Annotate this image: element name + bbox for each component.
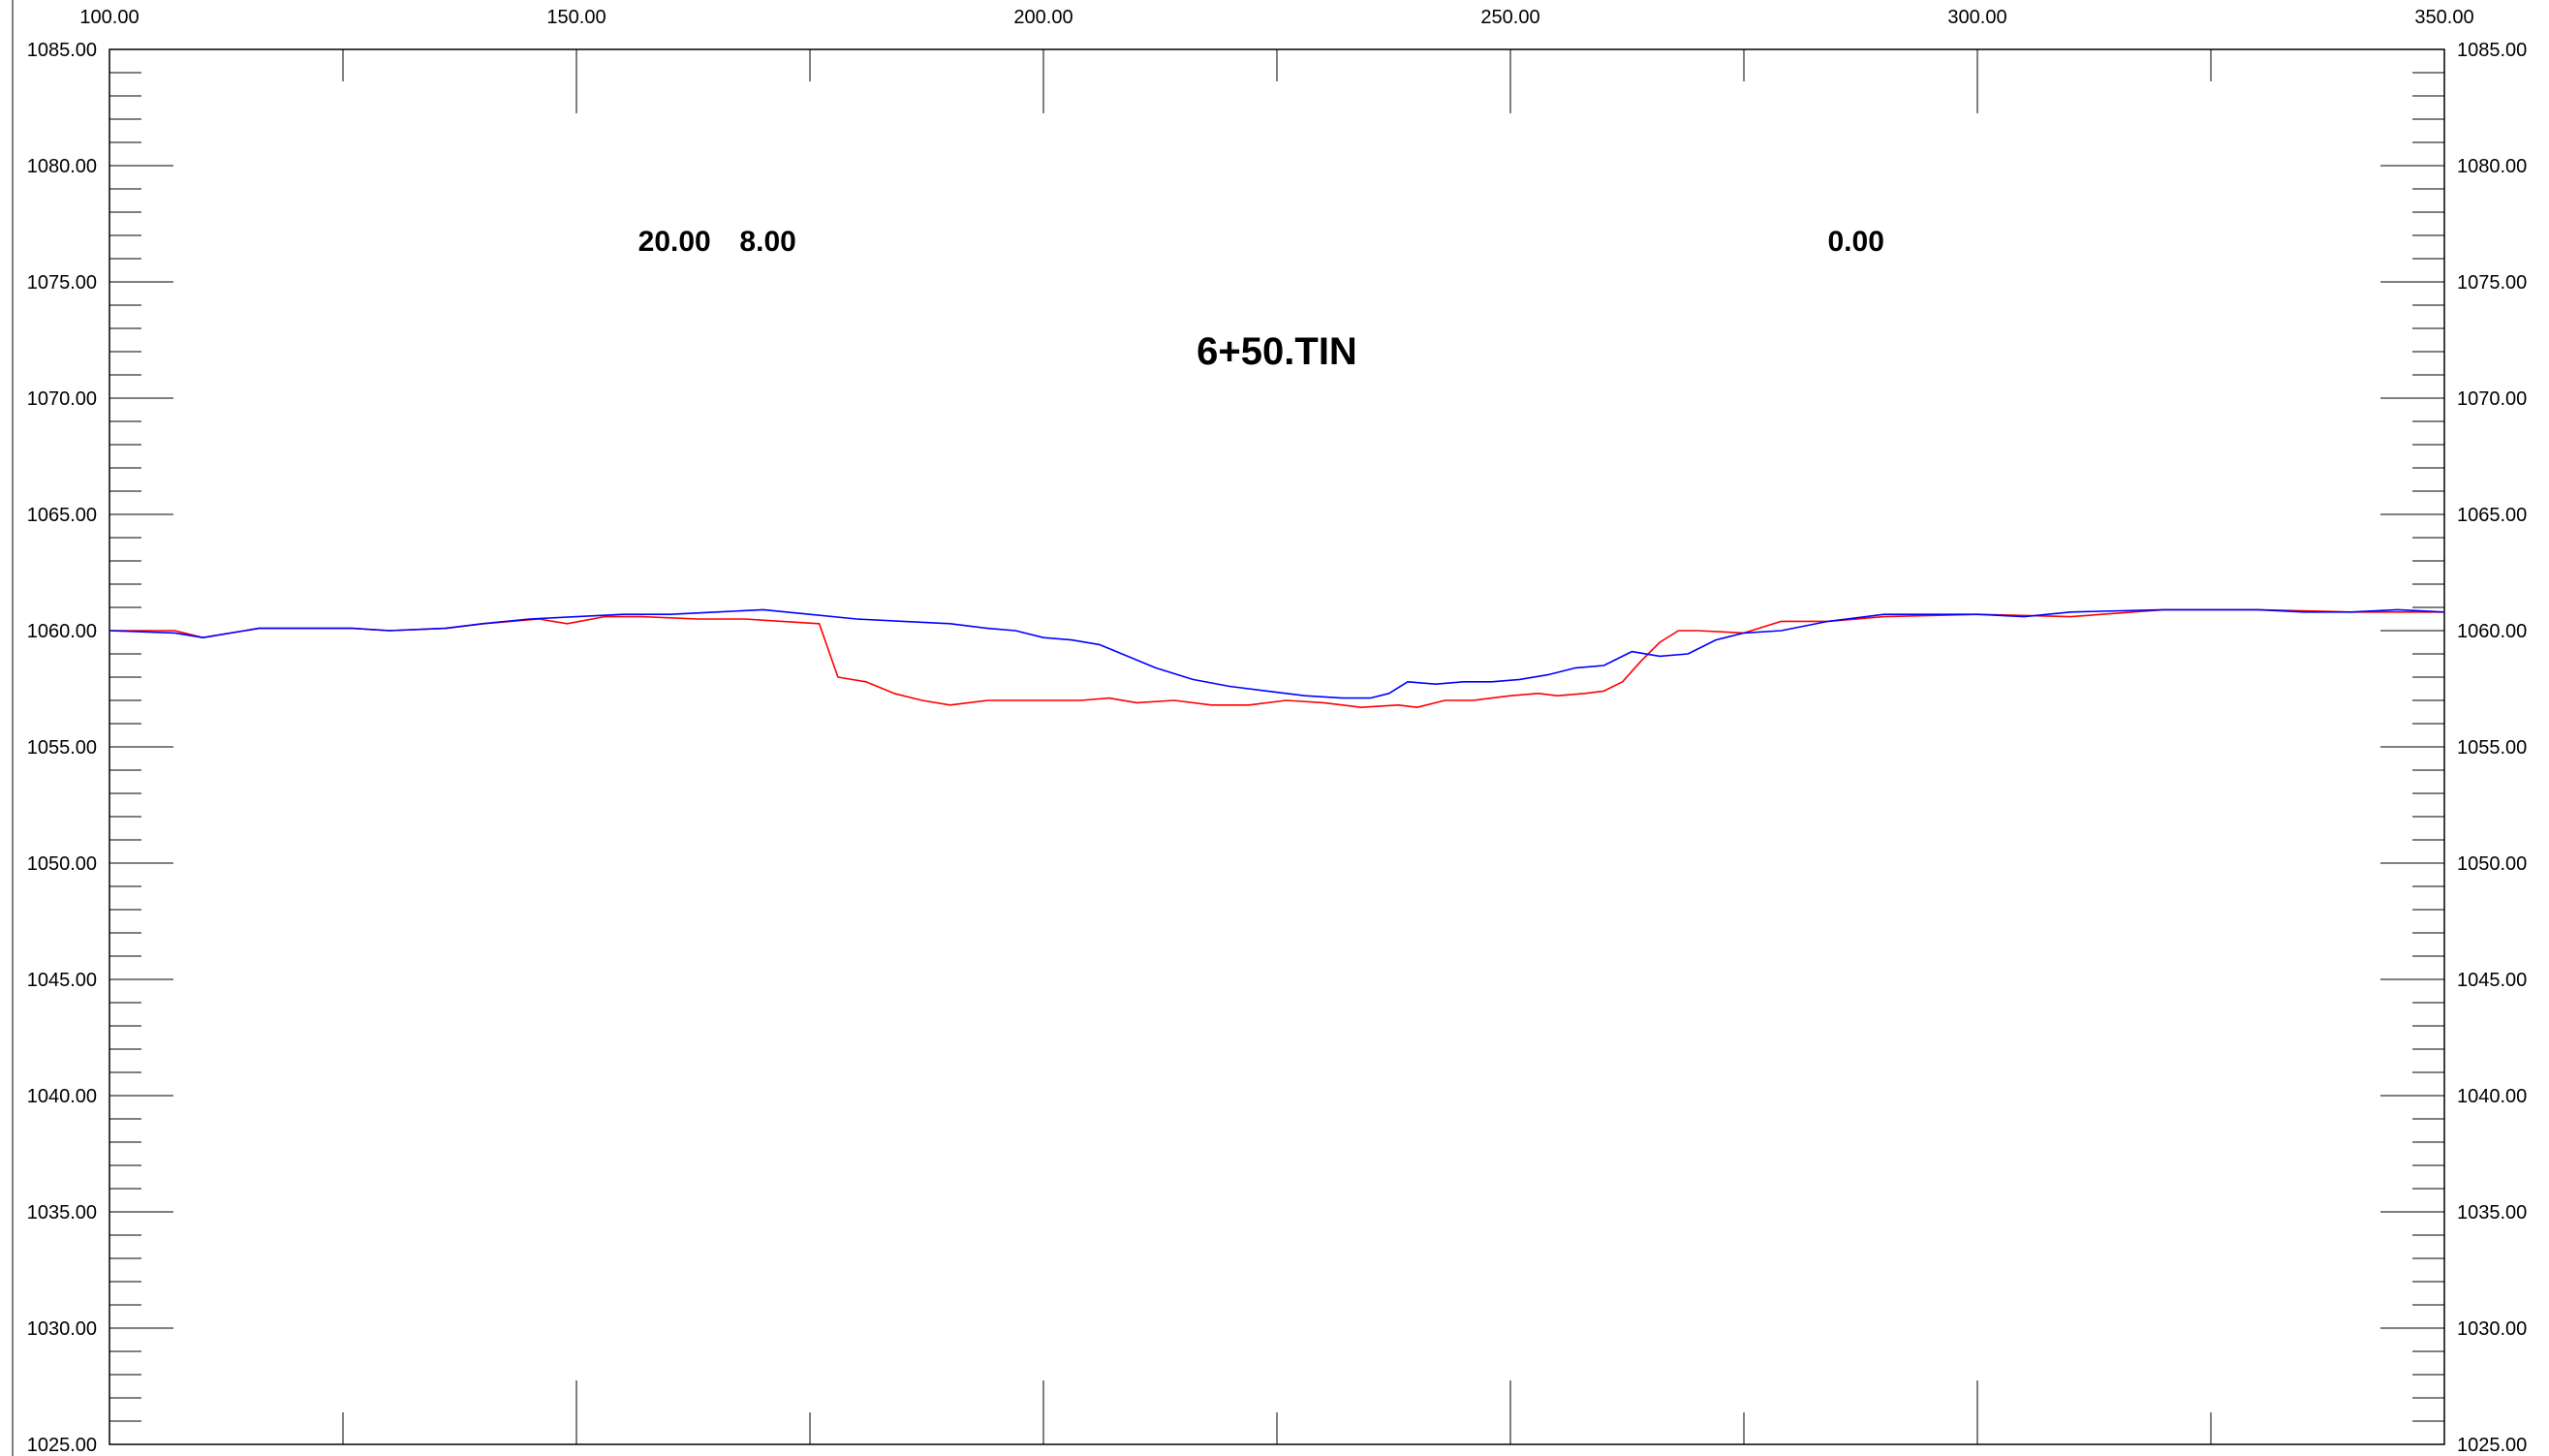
y-tick-label-right: 1080.00 xyxy=(2457,156,2527,177)
y-tick-label-right: 1045.00 xyxy=(2457,970,2527,991)
y-tick-label-left: 1060.00 xyxy=(27,621,97,642)
chart-title: 6+50.TIN xyxy=(1197,330,1357,373)
y-tick-label-left: 1045.00 xyxy=(27,970,97,991)
offset-annotation: 8.00 xyxy=(739,226,795,258)
y-tick-label-right: 1075.00 xyxy=(2457,272,2527,294)
y-tick-label-right: 1070.00 xyxy=(2457,388,2527,410)
y-tick-label-left: 1040.00 xyxy=(27,1086,97,1107)
y-tick-label-left: 1075.00 xyxy=(27,272,97,294)
y-tick-label-right: 1055.00 xyxy=(2457,737,2527,759)
plot-frame xyxy=(109,48,2445,1445)
x-tick-label: 250.00 xyxy=(1480,7,1539,28)
x-tick-label: 300.00 xyxy=(1947,7,2006,28)
series-line-1 xyxy=(109,608,2444,709)
x-tick-label: 200.00 xyxy=(1013,7,1072,28)
y-tick-label-left: 1080.00 xyxy=(27,156,97,177)
offset-annotation: 20.00 xyxy=(638,226,711,258)
y-tick-label-left: 1050.00 xyxy=(27,853,97,875)
y-tick-label-right: 1040.00 xyxy=(2457,1086,2527,1107)
axis-ticks xyxy=(109,48,2445,1445)
axis-tick-labels: 100.00 150.00 200.00 250.00 300.00 350.00 1025… xyxy=(27,7,2528,1456)
y-tick-label-left: 1035.00 xyxy=(27,1202,97,1224)
y-tick-label-right: 1025.00 xyxy=(2457,1435,2527,1456)
y-tick-label-left: 1065.00 xyxy=(27,505,97,526)
x-tick-label: 150.00 xyxy=(546,7,606,28)
y-tick-label-left: 1085.00 xyxy=(27,40,97,61)
y-tick-label-right: 1060.00 xyxy=(2457,621,2527,642)
y-tick-label-left: 1055.00 xyxy=(27,737,97,759)
series-layer xyxy=(109,608,2445,709)
y-tick-label-right: 1065.00 xyxy=(2457,505,2527,526)
y-tick-label-right: 1050.00 xyxy=(2457,853,2527,875)
y-tick-label-left: 1030.00 xyxy=(27,1318,97,1340)
x-tick-label: 100.00 xyxy=(79,7,139,28)
y-tick-label-left: 1025.00 xyxy=(27,1435,97,1456)
y-tick-label-right: 1085.00 xyxy=(2457,40,2527,61)
x-tick-label: 350.00 xyxy=(2414,7,2473,28)
y-tick-label-left: 1070.00 xyxy=(27,388,97,410)
series-line-2 xyxy=(109,608,2445,699)
y-tick-label-right: 1035.00 xyxy=(2457,1202,2527,1224)
offset-annotation: 0.00 xyxy=(1827,226,1883,258)
y-tick-label-right: 1030.00 xyxy=(2457,1318,2527,1340)
annotations: 20.00 8.00 0.00 xyxy=(638,226,1884,258)
